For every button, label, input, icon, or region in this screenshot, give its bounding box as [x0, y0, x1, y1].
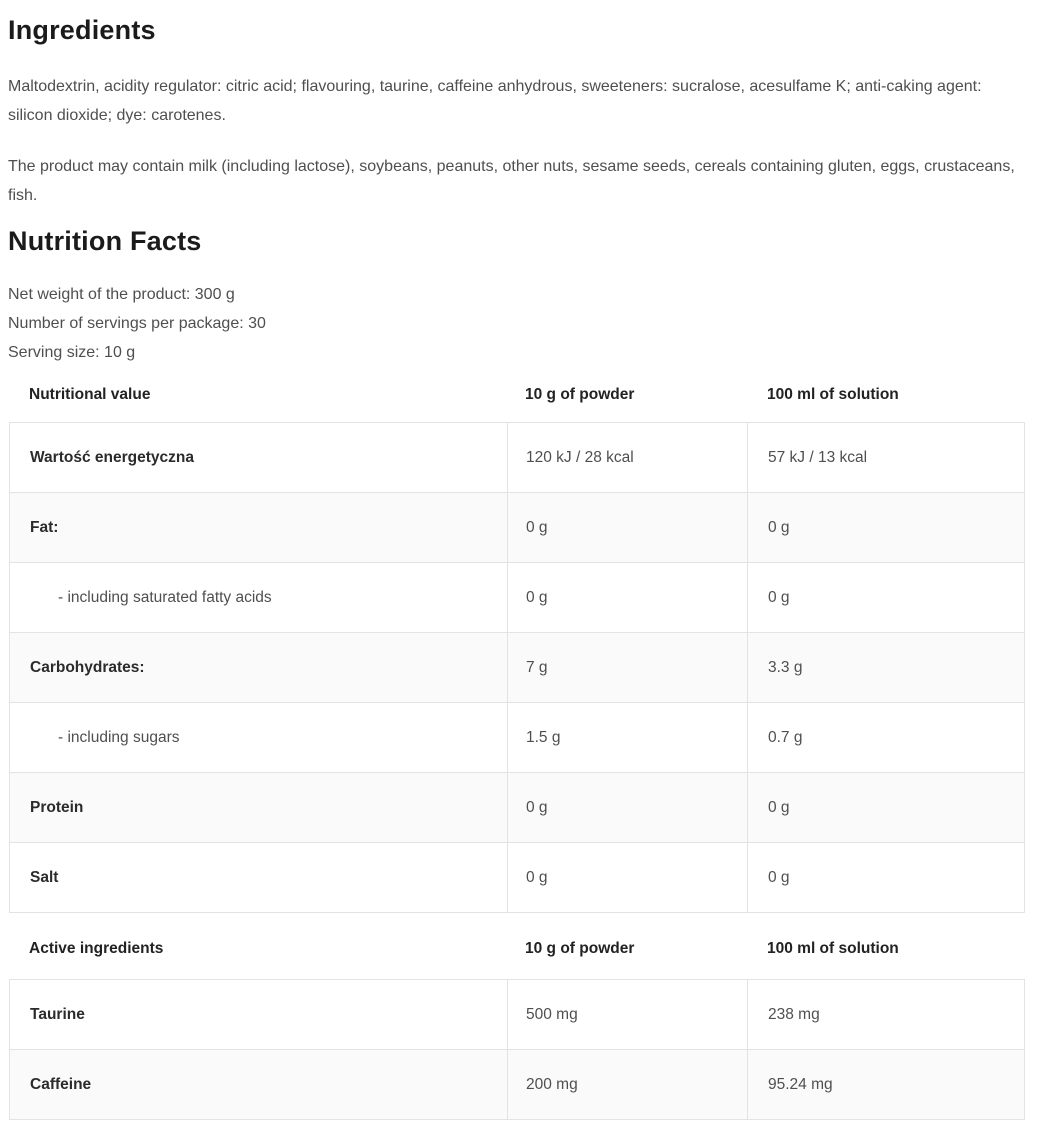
- table-row-caffeine: Caffeine 200 mg 95.24 mg: [9, 1049, 1025, 1120]
- row-label-cell: Fat:: [9, 492, 508, 563]
- column-header-solution: 100 ml of solution: [767, 940, 899, 957]
- table-row-sugars: - including sugars 1.5 g 0.7 g: [9, 702, 1025, 773]
- table-row-protein: Protein 0 g 0 g: [9, 772, 1025, 843]
- active-ingredients-header-row: Active ingredients 10 g of powder 100 ml…: [9, 940, 1024, 958]
- powder-value-cell: 0 g: [507, 772, 748, 843]
- active-ingredients-table: Taurine 500 mg 238 mg Caffeine 200 mg 95…: [9, 979, 1025, 1120]
- allergen-warning-paragraph: The product may contain milk (including …: [8, 158, 1015, 204]
- row-label-cell: Salt: [9, 842, 508, 913]
- powder-value-cell: 120 kJ / 28 kcal: [507, 422, 748, 493]
- table-row-salt: Salt 0 g 0 g: [9, 842, 1025, 913]
- solution-value-cell: 0 g: [747, 842, 1025, 913]
- powder-value-cell: 1.5 g: [507, 702, 748, 773]
- column-header-powder: 10 g of powder: [525, 386, 635, 403]
- powder-value-cell: 200 mg: [507, 1049, 748, 1120]
- table-row-fat: Fat: 0 g 0 g: [9, 492, 1025, 563]
- column-header-nutritional-value: Nutritional value: [29, 386, 151, 403]
- solution-value-cell: 57 kJ / 13 kcal: [747, 422, 1025, 493]
- solution-value-cell: 238 mg: [747, 979, 1025, 1050]
- table-row-saturated-fat: - including saturated fatty acids 0 g 0 …: [9, 562, 1025, 633]
- nutritional-value-table: Wartość energetyczna 120 kJ / 28 kcal 57…: [9, 422, 1025, 913]
- solution-value-cell: 0.7 g: [747, 702, 1025, 773]
- nutritional-value-header-row: Nutritional value 10 g of powder 100 ml …: [9, 386, 1024, 404]
- solution-value-cell: 0 g: [747, 562, 1025, 633]
- column-header-solution: 100 ml of solution: [767, 386, 899, 403]
- row-label-cell: Wartość energetyczna: [9, 422, 508, 493]
- powder-value-cell: 500 mg: [507, 979, 748, 1050]
- row-label-cell: - including saturated fatty acids: [9, 562, 508, 633]
- product-meta-block: Net weight of the product: 300 g Number …: [8, 280, 1024, 367]
- solution-value-cell: 95.24 mg: [747, 1049, 1025, 1120]
- table-row-energy: Wartość energetyczna 120 kJ / 28 kcal 57…: [9, 422, 1025, 493]
- column-header-powder: 10 g of powder: [525, 940, 635, 957]
- nutrition-facts-heading: Nutrition Facts: [8, 226, 202, 256]
- powder-value-cell: 0 g: [507, 842, 748, 913]
- row-label-cell: Protein: [9, 772, 508, 843]
- powder-value-cell: 7 g: [507, 632, 748, 703]
- serving-size-line: Serving size: 10 g: [8, 344, 136, 361]
- product-details-section: Ingredients Maltodextrin, acidity regula…: [0, 14, 1042, 1136]
- solution-value-cell: 3.3 g: [747, 632, 1025, 703]
- solution-value-cell: 0 g: [747, 492, 1025, 563]
- row-label-cell: - including sugars: [9, 702, 508, 773]
- powder-value-cell: 0 g: [507, 562, 748, 633]
- ingredients-heading: Ingredients: [8, 15, 156, 45]
- net-weight-line: Net weight of the product: 300 g: [8, 286, 235, 303]
- servings-count-line: Number of servings per package: 30: [8, 315, 266, 332]
- table-row-carbohydrates: Carbohydrates: 7 g 3.3 g: [9, 632, 1025, 703]
- row-label-cell: Carbohydrates:: [9, 632, 508, 703]
- table-row-taurine: Taurine 500 mg 238 mg: [9, 979, 1025, 1050]
- row-label-cell: Caffeine: [9, 1049, 508, 1120]
- ingredients-composition-paragraph: Maltodextrin, acidity regulator: citric …: [8, 78, 982, 124]
- solution-value-cell: 0 g: [747, 772, 1025, 843]
- powder-value-cell: 0 g: [507, 492, 748, 563]
- row-label-cell: Taurine: [9, 979, 508, 1050]
- column-header-active-ingredients: Active ingredients: [29, 940, 164, 957]
